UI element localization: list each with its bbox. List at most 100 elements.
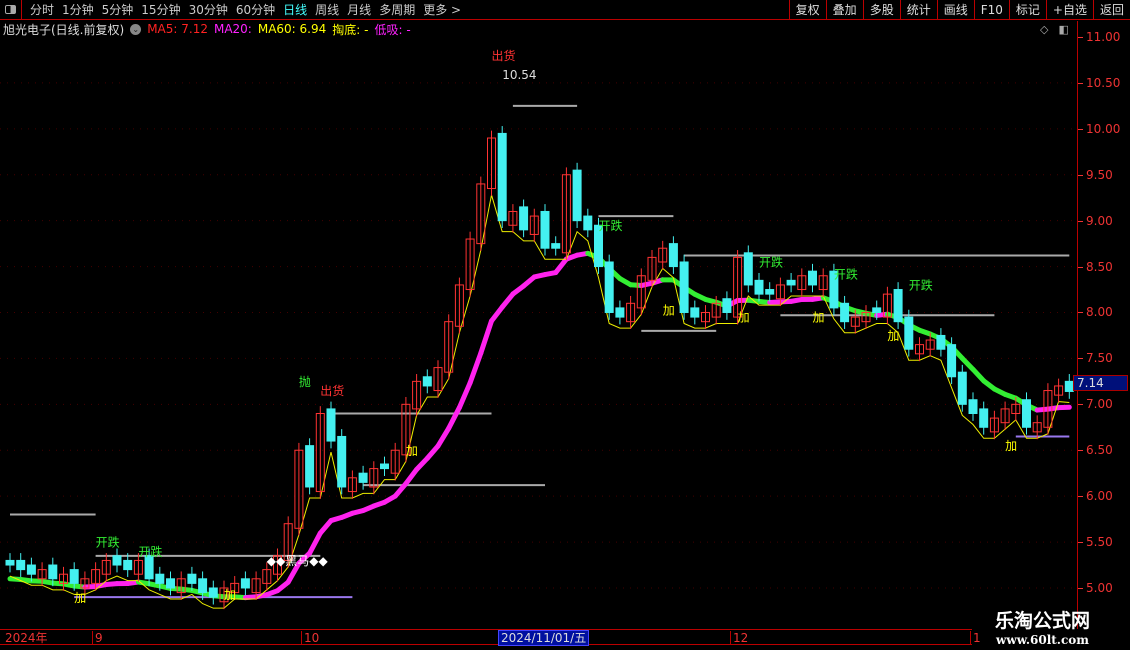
candle-body [133, 559, 143, 575]
trend-line-segment [499, 291, 516, 310]
candle-body [208, 587, 218, 598]
panel-icon [5, 5, 16, 14]
toolbar-button-2[interactable]: 多股 [862, 0, 900, 20]
candle-body [893, 289, 903, 323]
tab-period-6[interactable]: 日线 [283, 3, 308, 17]
right-toolbar: 复权 叠加 多股 统计 画线 F10 标记 +自选 返回 [788, 0, 1130, 20]
trend-line-segment [456, 380, 473, 411]
candle-body [123, 559, 133, 571]
ma60-value: MA60: 6.94 [257, 22, 327, 36]
candle-body [572, 169, 582, 222]
candle-body [925, 339, 935, 350]
toolbar-button-3[interactable]: 统计 [899, 0, 937, 20]
panel-icon[interactable]: ◧ [1058, 23, 1069, 36]
tab-period-2[interactable]: 5分钟 [101, 3, 134, 17]
candle-body [604, 261, 614, 313]
candle-body [818, 275, 828, 291]
candle-body [529, 215, 539, 235]
signal-label: 开跌 [759, 255, 783, 270]
date-label: 1 [970, 631, 981, 645]
signal-label: 加 [663, 303, 675, 317]
period-toolbar: 分时 1分钟 5分钟 15分钟 30分钟 60分钟 日线 周线 月线 多周期 更多 > 复权 叠加 多股… [0, 0, 1130, 20]
candle-body [872, 307, 882, 313]
toolbar-button-4[interactable]: 画线 [936, 0, 974, 20]
candle-body [701, 311, 710, 323]
tab-period-3[interactable]: 15分钟 [141, 3, 181, 17]
watermark-url: www.60lt.com [996, 633, 1089, 647]
candle-body [797, 275, 807, 291]
candle-body [80, 578, 90, 589]
axis-tick: 9.50 [1078, 167, 1113, 182]
axis-tick: 7.00 [1078, 397, 1113, 412]
candle-body [850, 316, 860, 327]
candle-body [48, 564, 58, 580]
candle-body [433, 367, 443, 392]
candle-body [904, 316, 914, 350]
candle-body [615, 307, 625, 318]
candle-body [754, 279, 764, 295]
toolbar-button-6[interactable]: 标记 [1008, 0, 1046, 20]
toolbar-button-0[interactable]: 复权 [788, 0, 826, 20]
toolbar-button-5[interactable]: F10 [973, 0, 1009, 20]
candle-body [636, 275, 646, 309]
price-axis: 11.00 10.50 10.00 9.50 9.00 8.50 8.00 7.50 7.00 6… [1077, 21, 1130, 629]
candle-body [251, 578, 261, 594]
candle-body [1032, 422, 1042, 433]
tab-period-8[interactable]: 月线 [347, 3, 372, 17]
taodi-value: 掏底: - [332, 22, 369, 37]
trend-line-segment [285, 560, 302, 585]
tab-period-0[interactable]: 分时 [30, 3, 55, 17]
candle-body [743, 252, 753, 286]
toolbar-button-1[interactable]: 叠加 [825, 0, 863, 20]
candle-body [561, 174, 571, 254]
layout-toggle-button[interactable] [0, 0, 22, 20]
candle-body [861, 311, 871, 323]
candle-body [647, 256, 657, 281]
candle-body [658, 247, 668, 263]
candle-body [412, 380, 422, 410]
candle-body [808, 270, 817, 286]
tab-period-10[interactable]: 更多 > [423, 3, 462, 17]
candle-body [401, 403, 411, 456]
candle-body [626, 302, 636, 323]
candle-body [487, 137, 496, 190]
candle-body [947, 344, 957, 378]
diamond-icon[interactable]: ◇ [1040, 23, 1049, 36]
axis-tick: 10.50 [1077, 75, 1121, 90]
date-label: 12 [730, 631, 748, 645]
candle-body [1022, 399, 1031, 428]
toolbar-button-7[interactable]: +自选 [1045, 0, 1093, 20]
candle-body [358, 472, 368, 483]
candle-body [187, 573, 197, 584]
candle-body [155, 573, 165, 584]
candle-body [26, 564, 36, 575]
axis-tick: 9.00 [1078, 213, 1113, 228]
candle-body [711, 302, 721, 318]
signal-label: 开跌 [834, 267, 858, 282]
tab-period-9[interactable]: 多周期 [379, 3, 416, 17]
tab-period-5[interactable]: 60分钟 [235, 3, 276, 17]
trend-line-segment [970, 366, 987, 384]
candle-body [915, 344, 924, 355]
chevron-down-icon[interactable]: ⌄ [130, 23, 142, 35]
candle-body [968, 399, 978, 415]
signal-label: 出货 [492, 48, 516, 63]
watermark-name: 乐淘公式网 [995, 610, 1091, 632]
candle-body [326, 408, 336, 442]
tab-period-4[interactable]: 30分钟 [188, 3, 228, 17]
candle-body [101, 559, 111, 575]
trend-line-segment [446, 405, 462, 431]
candle-body [219, 587, 229, 603]
trend-line-segment [478, 318, 494, 356]
signal-label: ◆◆黑马◆◆ [267, 554, 329, 568]
candle-body [390, 449, 400, 474]
tab-period-7[interactable]: 周线 [315, 3, 340, 17]
candle-body [144, 555, 154, 580]
axis-tick: 10.00 [1077, 121, 1121, 136]
candle-body [979, 408, 989, 428]
candle-body [551, 243, 561, 249]
tab-period-1[interactable]: 1分钟 [62, 3, 94, 17]
toolbar-button-8[interactable]: 返回 [1092, 0, 1130, 20]
trend-line-segment [307, 530, 323, 556]
